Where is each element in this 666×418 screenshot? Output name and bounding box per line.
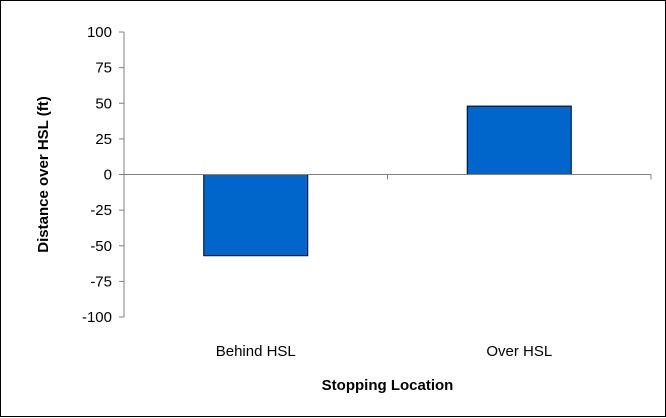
bar-over-hsl: [467, 106, 571, 174]
y-tick-label: 100: [87, 24, 112, 41]
y-tick-label: -75: [90, 273, 112, 290]
y-tick-label: 25: [95, 131, 112, 148]
y-axis-ticks: 100 75 50 25 0 -25 -50 -75 -100: [82, 24, 124, 326]
bars: [204, 106, 572, 256]
x-category-label: Over HSL: [486, 343, 552, 360]
y-tick-label: 0: [104, 167, 112, 184]
y-tick-label: -100: [82, 309, 112, 326]
y-tick-label: 50: [95, 95, 112, 112]
x-category-label: Behind HSL: [216, 343, 296, 360]
y-tick-label: -50: [90, 238, 112, 255]
y-tick-label: -25: [90, 202, 112, 219]
bar-behind-hsl: [204, 175, 308, 256]
x-axis-title: Stopping Location: [322, 377, 454, 394]
y-tick-label: 75: [95, 60, 112, 77]
y-axis-title: Distance over HSL (ft): [35, 96, 52, 252]
